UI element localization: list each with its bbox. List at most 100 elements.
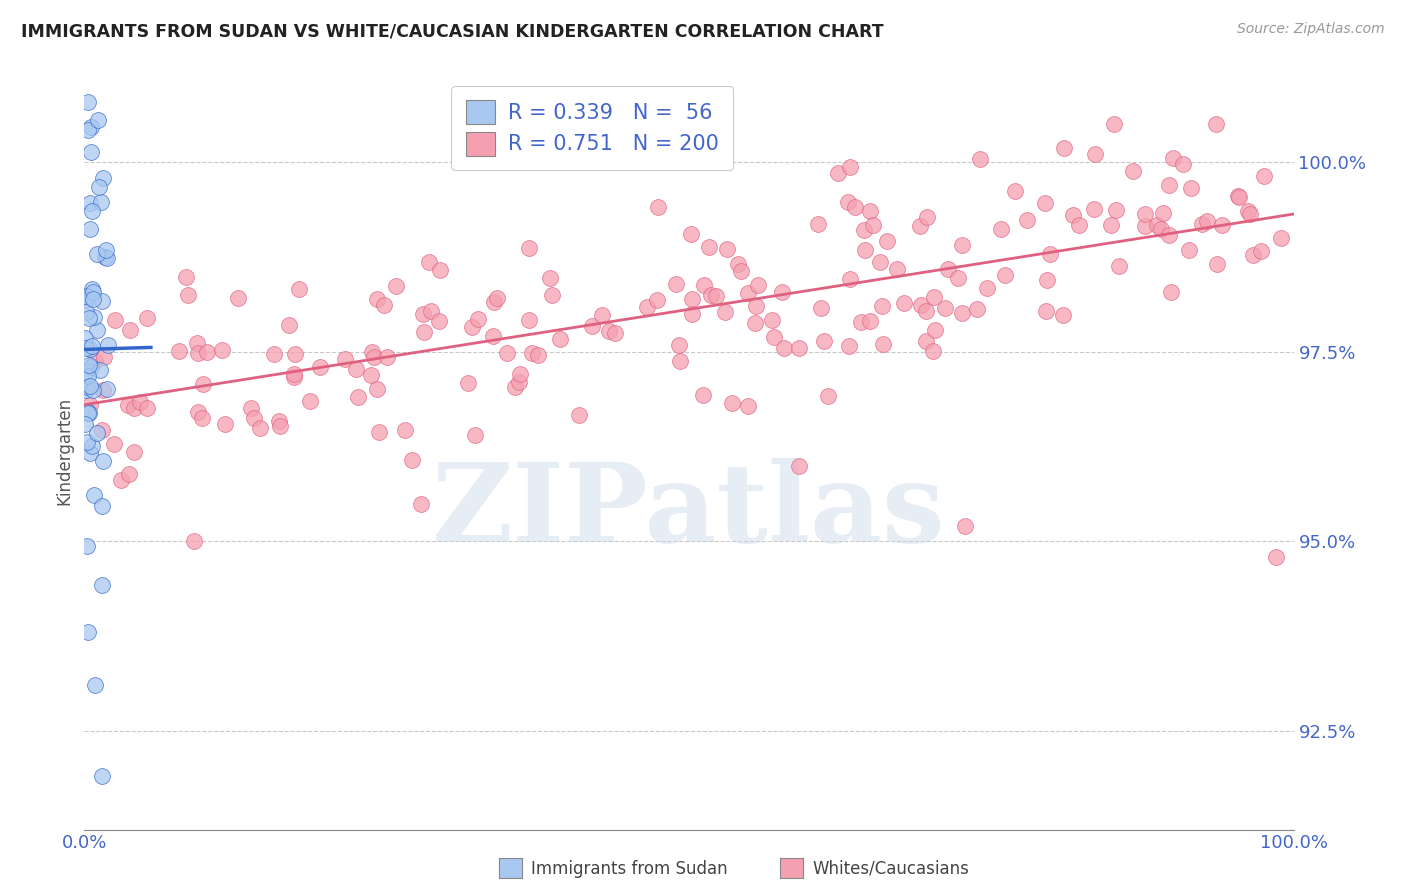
Point [83, 310, 105, 324]
Point [1211, 219, 1233, 233]
Point [946, 271, 969, 285]
Point [636, 300, 658, 314]
Point [363, 350, 385, 364]
Point [876, 234, 898, 248]
Point [813, 334, 835, 348]
Point [520, 346, 543, 360]
Point [1241, 248, 1264, 262]
Point [418, 255, 440, 269]
Point [187, 346, 209, 360]
Point [77, 625, 100, 640]
Point [84, 354, 107, 368]
Point [484, 294, 506, 309]
Point [412, 326, 434, 340]
Point [86, 426, 108, 441]
Text: Whites/Caucasians: Whites/Caucasians [813, 860, 970, 878]
Point [135, 401, 157, 415]
Point [373, 298, 395, 312]
Point [83, 488, 105, 502]
Point [89, 363, 111, 377]
Point [915, 210, 938, 224]
Point [118, 323, 141, 337]
Point [1160, 285, 1182, 300]
Point [922, 290, 945, 304]
Point [214, 417, 236, 432]
Point [744, 299, 766, 313]
Point [1159, 227, 1181, 242]
Point [91, 770, 114, 784]
Point [1102, 118, 1125, 132]
Point [1062, 208, 1084, 222]
Point [93, 350, 115, 364]
Point [915, 334, 938, 348]
Point [167, 344, 190, 359]
Point [77, 358, 100, 372]
Point [298, 394, 321, 409]
Point [697, 240, 720, 254]
Point [893, 295, 915, 310]
Point [122, 445, 145, 459]
Point [859, 204, 882, 219]
Point [412, 307, 434, 321]
Point [411, 497, 433, 511]
Point [517, 313, 540, 327]
Point [910, 297, 932, 311]
Point [94, 250, 117, 264]
Point [810, 301, 832, 315]
Point [401, 452, 423, 467]
Point [681, 292, 703, 306]
Point [872, 299, 894, 313]
Point [94, 243, 117, 257]
Point [495, 345, 517, 359]
Point [117, 399, 139, 413]
Point [96, 251, 118, 265]
Point [1171, 157, 1194, 171]
Point [1105, 203, 1128, 218]
Point [541, 288, 564, 302]
Point [744, 316, 766, 330]
Point [990, 222, 1012, 236]
Point [80, 360, 103, 375]
Point [394, 423, 416, 437]
Point [668, 338, 690, 352]
Point [84, 678, 107, 692]
Point [97, 337, 120, 351]
Point [869, 255, 891, 269]
Point [77, 406, 100, 420]
Point [692, 278, 714, 293]
Point [1177, 243, 1199, 257]
Point [96, 382, 118, 396]
Point [75, 384, 97, 398]
Point [1206, 257, 1229, 271]
Point [1237, 204, 1260, 219]
Point [77, 95, 100, 109]
Point [80, 204, 103, 219]
Point [1161, 151, 1184, 165]
Point [86, 323, 108, 337]
Point [1265, 549, 1288, 564]
Point [457, 376, 479, 391]
Point [704, 289, 727, 303]
Point [176, 288, 198, 302]
Point [853, 223, 876, 237]
Point [1250, 244, 1272, 259]
Point [226, 291, 249, 305]
Point [122, 401, 145, 415]
Point [344, 361, 367, 376]
Point [527, 348, 550, 362]
Point [727, 257, 749, 271]
Point [129, 394, 152, 409]
Point [90, 195, 112, 210]
Point [75, 304, 97, 318]
Point [934, 301, 956, 316]
Point [80, 339, 103, 353]
Point [827, 166, 849, 180]
Point [79, 398, 101, 412]
Point [787, 458, 810, 473]
Point [908, 219, 931, 233]
Point [886, 261, 908, 276]
Point [80, 439, 103, 453]
Point [838, 272, 860, 286]
Point [278, 318, 301, 333]
Point [1239, 207, 1261, 221]
